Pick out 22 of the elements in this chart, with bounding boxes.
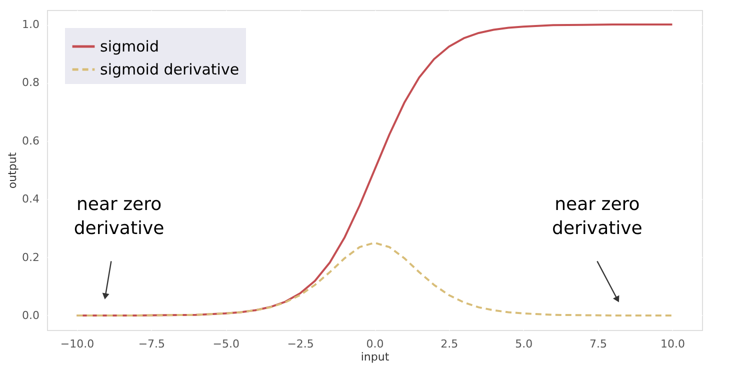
- y-axis-title: output: [6, 152, 20, 189]
- x-tick-label: −7.5: [138, 338, 166, 350]
- y-tick-label: 1.0: [22, 18, 40, 32]
- y-tick-label: 0.8: [22, 76, 40, 90]
- x-tick-label: 10.0: [660, 338, 685, 350]
- legend-label: sigmoid derivative: [100, 60, 240, 78]
- annotation: near zero derivative: [74, 194, 164, 240]
- y-tick-label: 0.4: [22, 192, 40, 206]
- y-tick-label: 0.6: [22, 134, 40, 148]
- y-tick-label: 0.0: [22, 308, 40, 322]
- x-axis-title: input: [360, 350, 390, 364]
- line-series: [76, 242, 674, 316]
- x-tick-label: −10.0: [60, 338, 94, 350]
- x-tick-label: 2.5: [440, 338, 458, 350]
- annotation: near zero derivative: [552, 194, 642, 240]
- x-tick-label: 5.0: [515, 338, 533, 350]
- x-tick-label: 7.5: [590, 338, 608, 350]
- x-tick-label: −2.5: [287, 338, 314, 350]
- x-tick-label: 0.0: [366, 338, 384, 350]
- y-tick-label: 0.2: [22, 250, 40, 264]
- legend-label: sigmoid: [100, 38, 159, 56]
- x-tick-label: −5.0: [212, 338, 240, 350]
